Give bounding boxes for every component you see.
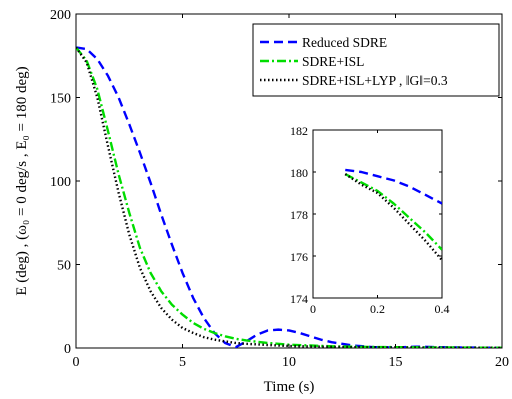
main-x-tick-label-0: 0 — [73, 355, 80, 370]
main-x-tick-label-2: 10 — [282, 355, 296, 370]
inset-y-tick-label-4: 182 — [290, 124, 308, 138]
legend-label-sdre-isl-lyp: SDRE+ISL+LYP , ‖G‖=0.3 — [302, 73, 448, 88]
inset-y-tick-label-3: 180 — [290, 166, 308, 180]
x-axis-label: Time (s) — [264, 379, 315, 395]
legend-label-reduced-sdre: Reduced SDRE — [302, 35, 387, 50]
main-series-line-0 — [76, 46, 502, 348]
main-y-tick-label-0: 0 — [64, 342, 71, 357]
main-x-tick-label-3: 15 — [389, 355, 403, 370]
inset-y-tick-label-1: 176 — [290, 250, 308, 264]
inset-x-tick-label-0: 0 — [310, 302, 316, 316]
inset-series-line-1 — [344, 173, 442, 251]
inset-y-tick-label-0: 174 — [290, 292, 308, 306]
main-series-group — [76, 46, 502, 348]
main-y-tick-label-2: 100 — [50, 175, 71, 190]
main-y-tick-label-3: 150 — [50, 92, 71, 107]
main-y-tick-label-4: 200 — [50, 8, 71, 23]
main-y-tick-label-1: 50 — [57, 259, 71, 274]
main-x-tick-label-1: 5 — [179, 355, 186, 370]
main-x-tick-label-4: 20 — [495, 355, 509, 370]
legend: Reduced SDRE SDRE+ISL SDRE+ISL+LYP , ‖G‖… — [252, 23, 500, 97]
y-axis-label: E (deg) , (ω₀ = 0 deg/s , E₀ = 180 deg) — [14, 66, 30, 295]
inset-x-tick-label-1: 0.2 — [370, 302, 385, 316]
inset-y-tick-label-2: 178 — [290, 208, 308, 222]
inset-series-line-0 — [345, 168, 442, 205]
inset-plot-frame — [312, 129, 443, 299]
main-series-line-2 — [76, 46, 502, 348]
inset-x-tick-label-2: 0.4 — [435, 302, 450, 316]
inset-series-group — [344, 168, 442, 261]
legend-label-sdre-isl: SDRE+ISL — [302, 54, 364, 69]
inset-axis-ticks: 0 0.2 0.4 174 176 178 180 182 — [290, 124, 450, 316]
